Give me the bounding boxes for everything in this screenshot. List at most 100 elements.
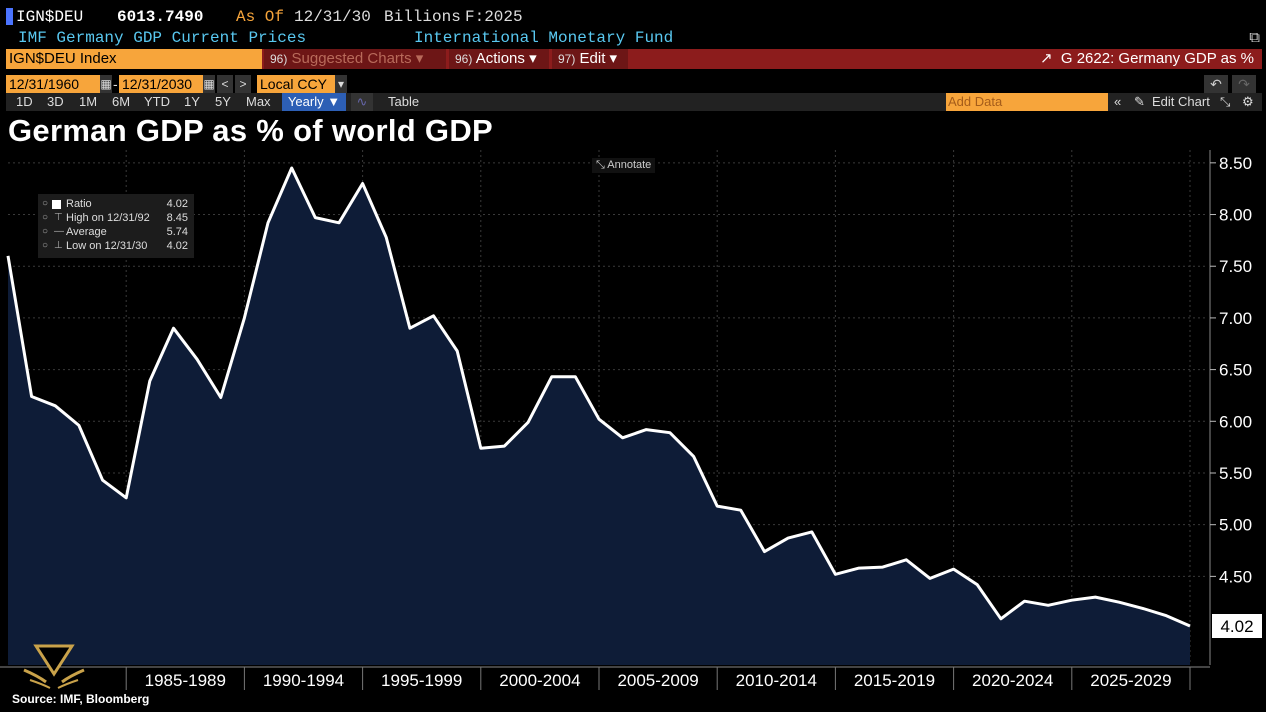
x-tick-label: 2015-2019 <box>854 671 935 690</box>
frequency-label: Yearly <box>287 94 324 109</box>
settings-gear-icon[interactable]: ⚙ <box>1242 94 1254 109</box>
chart-reference-label: G 2622: Germany GDP as % <box>1060 50 1254 67</box>
security-field[interactable]: IGN$DEU Index <box>6 49 262 69</box>
x-tick-label: 2000-2004 <box>499 671 580 690</box>
ticker[interactable]: IGN$DEU <box>16 8 84 26</box>
dropdown-arrow-icon: ▾ <box>415 50 424 67</box>
x-tick-label: 2005-2009 <box>617 671 698 690</box>
security-toolbar: IGN$DEU Index 96) Suggested Charts ▾ 96)… <box>6 49 1262 69</box>
legend-label: Average <box>66 226 107 238</box>
chart-reference[interactable]: ↗ G 2622: Germany GDP as % <box>1040 49 1254 69</box>
actions-menu-button[interactable]: 96) Actions ▾ <box>449 49 549 69</box>
table-view-button[interactable]: Table <box>388 94 420 109</box>
last-value-box <box>1212 614 1262 638</box>
chart-type-icon[interactable]: ∿ <box>351 93 373 111</box>
legend-box[interactable]: ○ Ratio 4.02 ○ ⊤ High on 12/31/92 8.45 ○… <box>38 194 194 258</box>
low-marker-icon: ○ <box>42 240 49 251</box>
legend-label: Low on 12/31/30 <box>66 240 148 252</box>
last-value-marker: 4.02 <box>1212 614 1262 638</box>
y-tick-label: 4.50 <box>1219 567 1252 586</box>
header-bar: IGN$DEU 6013.7490 As Of 12/31/30 Billion… <box>0 6 1266 28</box>
dropdown-arrow-icon: ▾ <box>609 50 618 67</box>
period-toolbar: 1D 3D 1M 6M YTD 1Y 5Y Max Yearly ▼ ∿ Tab… <box>6 93 1262 111</box>
command-cursor <box>6 8 13 25</box>
legend-toggle-icon[interactable]: ○ <box>42 198 49 209</box>
start-date-field[interactable]: 12/31/1960 <box>6 75 100 93</box>
actions-label: Actions <box>475 50 525 67</box>
last-value: 6013.7490 <box>117 8 204 26</box>
high-line-icon: ⊤ <box>54 212 63 223</box>
annotate-label: Annotate <box>607 159 652 171</box>
chevron-down-icon[interactable]: ▾ <box>335 75 347 93</box>
source-organization: International Monetary Fund <box>414 29 674 47</box>
legend-value: 5.74 <box>166 226 188 238</box>
x-tick-label: 1990-1994 <box>263 671 344 690</box>
calendar-icon[interactable]: ▦ <box>100 75 112 93</box>
forecast-label: F:2025 <box>465 8 523 26</box>
period-6m[interactable]: 6M <box>112 94 131 109</box>
x-tick-label: 2010-2014 <box>736 671 817 690</box>
period-5y[interactable]: 5Y <box>215 94 231 109</box>
x-axis: 1985-1989 1990-1994 1995-1999 2000-2004 2005… <box>0 666 1210 690</box>
x-tick-label: 2025-2029 <box>1090 671 1171 690</box>
undo-icon[interactable]: ↶ <box>1204 75 1228 93</box>
legend-value: 8.45 <box>166 212 188 224</box>
source-note: Source: IMF, Bloomberg <box>12 692 150 706</box>
add-data-field[interactable]: Add Data <box>946 93 1108 111</box>
as-of-label: As Of <box>236 8 285 26</box>
average-marker-icon: ○ <box>42 226 49 237</box>
y-tick-label: 6.00 <box>1219 412 1252 431</box>
legend-label: High on 12/31/92 <box>66 212 150 224</box>
open-external-icon: ↗ <box>1039 50 1053 67</box>
units-label: Billions <box>384 8 461 26</box>
low-line-icon: ⊥ <box>54 240 63 251</box>
calendar-icon[interactable]: ▦ <box>203 75 215 93</box>
y-tick-label: 7.00 <box>1219 309 1252 328</box>
date-range-bar: 12/31/1960 ▦ - 12/31/2030 ▦ < > Local CC… <box>6 75 1262 93</box>
edit-menu-button[interactable]: 97) Edit ▾ <box>552 49 628 69</box>
period-3d[interactable]: 3D <box>47 94 64 109</box>
frequency-select[interactable]: Yearly ▼ <box>282 93 346 111</box>
as-of-date: 12/31/30 <box>294 8 371 26</box>
annotate-icon: ⤡ <box>596 159 605 171</box>
redo-icon[interactable]: ↷ <box>1232 75 1256 93</box>
range-separator: - <box>113 76 118 92</box>
suggested-charts-number: 96) <box>270 52 288 66</box>
expand-icon[interactable]: ⧉ <box>1249 30 1260 47</box>
legend-row-ratio: ○ Ratio 4.02 <box>38 198 194 212</box>
suggested-charts-button[interactable]: 96) Suggested Charts ▾ <box>264 49 446 69</box>
prev-period-button[interactable]: < <box>217 75 233 93</box>
y-tick-label: 5.00 <box>1219 516 1252 535</box>
y-tick-label: 8.50 <box>1219 154 1252 173</box>
x-tick-label: 1985-1989 <box>145 671 226 690</box>
period-1m[interactable]: 1M <box>79 94 98 109</box>
series-description: IMF Germany GDP Current Prices <box>18 29 307 47</box>
annotate-button[interactable]: ⤡ Annotate <box>592 158 656 173</box>
legend-row-low: ○ ⊥ Low on 12/31/30 4.02 <box>38 240 194 254</box>
area-fill <box>8 168 1190 665</box>
period-ytd[interactable]: YTD <box>144 94 170 109</box>
end-date-field[interactable]: 12/31/2030 <box>119 75 203 93</box>
x-tick-label: 1995-1999 <box>381 671 462 690</box>
edit-chart-button[interactable]: Edit Chart <box>1152 94 1210 109</box>
period-max[interactable]: Max <box>246 94 271 109</box>
currency-select[interactable]: Local CCY <box>257 75 335 93</box>
next-period-button[interactable]: > <box>235 75 251 93</box>
period-1d[interactable]: 1D <box>16 94 33 109</box>
actions-number: 96) <box>455 52 473 66</box>
dropdown-arrow-icon: ▾ <box>529 50 537 67</box>
high-marker-icon: ○ <box>42 212 49 223</box>
annotation-tool-icon[interactable]: ⤡ <box>1220 94 1231 109</box>
y-tick-label: 6.50 <box>1219 361 1252 380</box>
watermark-logo-icon <box>23 644 85 689</box>
legend-row-average: ○ — Average 5.74 <box>38 226 194 240</box>
pencil-icon[interactable]: ✎ <box>1134 94 1145 109</box>
legend-value: 4.02 <box>166 240 188 252</box>
collapse-icon[interactable]: « <box>1114 94 1122 109</box>
chart-title: German GDP as % of world GDP <box>8 113 493 148</box>
legend-label: Ratio <box>66 198 92 210</box>
description-bar: IMF Germany GDP Current Prices Internati… <box>0 28 1266 48</box>
period-1y[interactable]: 1Y <box>184 94 200 109</box>
x-tick-label: 2020-2024 <box>972 671 1053 690</box>
